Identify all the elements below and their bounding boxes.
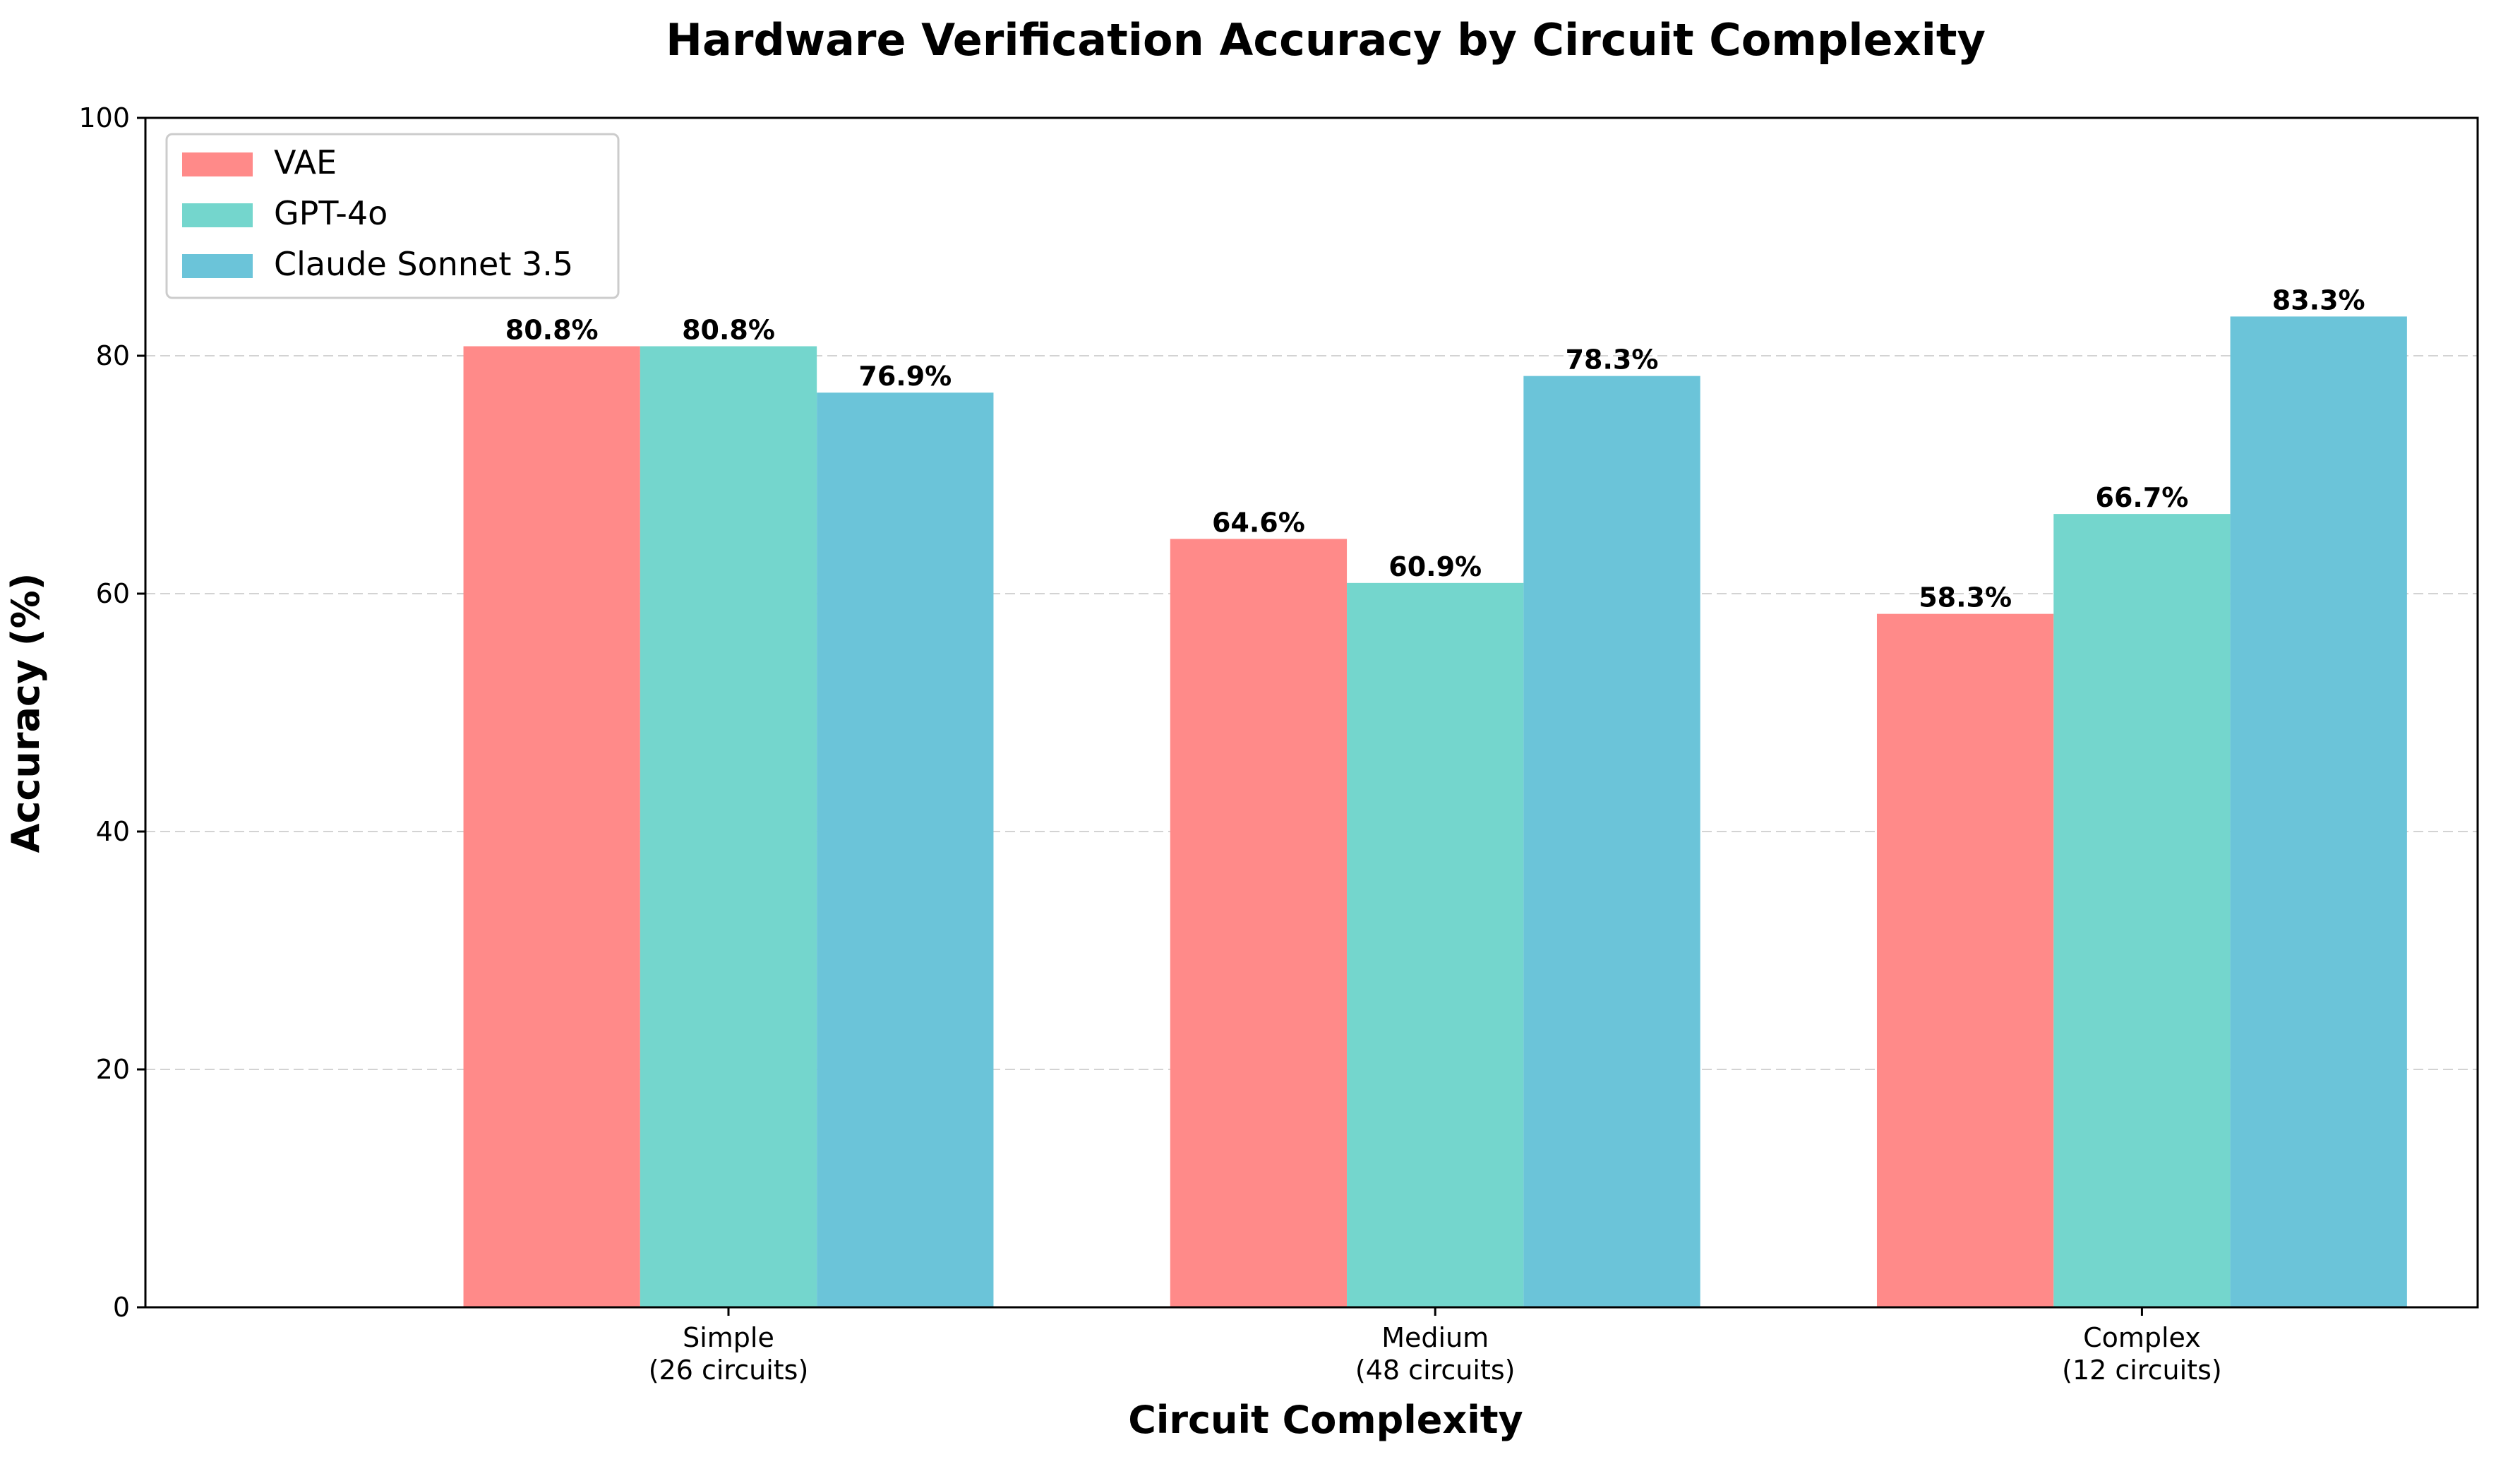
x-tick-label: (26 circuits) [649,1355,809,1386]
y-tick-label: 0 [113,1292,130,1323]
data-label: 78.3% [1566,344,1659,376]
data-label: 58.3% [1919,582,2012,613]
data-label: 76.9% [858,361,952,392]
x-axis-label: Circuit Complexity [1128,1398,1523,1442]
bar [1347,582,1524,1308]
data-label: 80.8% [682,315,775,346]
x-tick-label: (12 circuits) [2062,1355,2222,1386]
y-tick-label: 40 [96,816,130,847]
bar [1876,613,2054,1307]
bar [2230,316,2407,1307]
y-tick-label: 20 [96,1054,130,1085]
legend-swatch [182,152,253,176]
bar [1170,539,1348,1307]
data-labels: 80.8% 80.8% 76.9% 64.6% 60.9% 78.3% 58.3% 66.7%… [505,284,2365,613]
plot-frame [144,116,2479,1309]
data-label: 64.6% [1212,507,1305,538]
y-axis-label: Accuracy (%) [4,573,48,853]
data-label: 66.7% [2096,482,2189,513]
chart-title: Hardware Verification Accuracy by Circui… [666,14,1986,66]
bars [463,316,2407,1308]
x-axis-ticks: Simple(26 circuits) Medium(48 circuits) Co… [649,1307,2222,1386]
x-tick-label: Medium [1381,1322,1489,1353]
y-tick-label: 60 [96,578,130,609]
legend: VAE GPT-4o Claude Sonnet 3.5 [165,133,620,299]
x-tick-label: (48 circuits) [1355,1355,1516,1386]
legend-label: Claude Sonnet 3.5 [274,245,573,283]
bar [817,392,994,1307]
legend-label: VAE [274,143,337,181]
y-tick-label: 100 [78,102,130,133]
x-tick-label: Simple [683,1322,774,1353]
legend-swatch [182,254,253,278]
data-label: 80.8% [505,315,599,346]
bar [2053,514,2231,1307]
y-axis-ticks: 0 20 40 60 80 100 [78,102,145,1323]
legend-swatch [182,203,253,227]
y-tick-label: 80 [96,340,130,371]
bar [640,346,817,1307]
bar [1523,376,1700,1307]
legend-label: GPT-4o [274,194,388,232]
legend-box [165,133,620,299]
data-label: 83.3% [2272,284,2365,316]
bar [463,346,640,1307]
data-label: 60.9% [1388,551,1482,582]
x-tick-label: Complex [2083,1322,2201,1353]
